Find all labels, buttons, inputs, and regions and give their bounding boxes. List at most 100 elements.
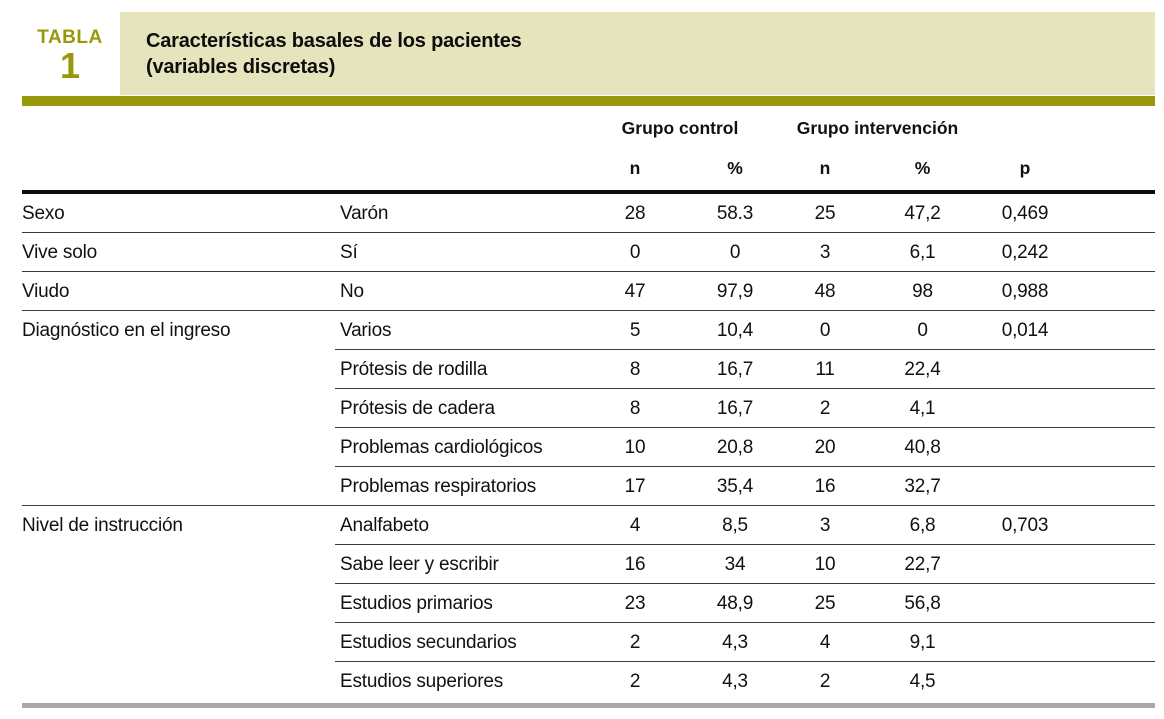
col-header-pct-intervention: % (914, 157, 931, 178)
row-separator (22, 271, 1155, 272)
cell-n-intervention: 10 (814, 553, 836, 575)
cell-pct-intervention: 98 (912, 280, 933, 302)
title-divider-bar (22, 96, 1155, 106)
cell-n-intervention: 25 (814, 592, 836, 614)
row-label: Analfabeto (340, 514, 429, 536)
cell-pct-control: 48,9 (716, 592, 754, 614)
cell-n-control: 17 (624, 475, 646, 497)
column-header-row: n % n % p (22, 148, 1155, 188)
cell-p-value: 0,242 (1001, 241, 1049, 263)
row-separator (335, 427, 1155, 428)
row-separator (335, 466, 1155, 467)
row-label: Problemas respiratorios (340, 475, 537, 497)
table-row: Sabe leer y escribir 16 34 10 22,7 (22, 545, 1155, 584)
cell-n-intervention: 25 (814, 202, 836, 224)
row-separator (335, 544, 1155, 545)
row-separator (22, 310, 1155, 311)
cell-p-value: 0,469 (1001, 202, 1049, 224)
cell-pct-intervention: 6,8 (909, 514, 936, 536)
table-row: Vive solo Sí 0 0 3 6,1 0,242 (22, 233, 1155, 272)
row-label: Sabe leer y escribir (340, 553, 499, 575)
row-label: Estudios secundarios (340, 631, 517, 653)
cell-n-intervention: 4 (819, 631, 831, 653)
table-row: Estudios primarios 23 48,9 25 56,8 (22, 584, 1155, 623)
table-header: TABLA 1 Características basales de los p… (20, 12, 1155, 95)
table-row: Sexo Varón 28 58.3 25 47,2 0,469 (22, 194, 1155, 233)
cell-n-control: 8 (629, 397, 641, 419)
cell-pct-control: 58.3 (716, 202, 754, 224)
cell-pct-control: 35,4 (716, 475, 754, 497)
cell-pct-intervention: 22,4 (904, 358, 941, 380)
cell-n-intervention: 48 (814, 280, 836, 302)
row-category: Nivel de instrucción (22, 514, 183, 536)
cell-n-control: 4 (629, 514, 641, 536)
cell-pct-control: 20,8 (716, 436, 754, 458)
row-category: Vive solo (22, 241, 97, 263)
column-group-intervention: Grupo intervención (796, 117, 959, 138)
cell-pct-intervention: 9,1 (909, 631, 936, 653)
table-row: Prótesis de rodilla 8 16,7 11 22,4 (22, 350, 1155, 389)
cell-n-control: 10 (624, 436, 646, 458)
table-title-line2: (variables discretas) (146, 55, 336, 78)
header-rule (22, 190, 1155, 194)
cell-pct-intervention: 4,1 (909, 397, 936, 419)
cell-n-control: 28 (624, 202, 646, 224)
row-label: No (340, 280, 364, 302)
cell-n-intervention: 2 (819, 397, 831, 419)
cell-n-intervention: 2 (819, 670, 831, 692)
row-label: Prótesis de cadera (340, 397, 495, 419)
cell-pct-intervention: 22,7 (904, 553, 941, 575)
table-body: Sexo Varón 28 58.3 25 47,2 0,469 Vive so… (22, 194, 1155, 701)
cell-pct-intervention: 0 (917, 319, 928, 341)
row-label: Varios (340, 319, 392, 341)
cell-n-intervention: 16 (814, 475, 836, 497)
table-row: Problemas respiratorios 17 35,4 16 32,7 (22, 467, 1155, 506)
cell-pct-control: 10,4 (716, 319, 754, 341)
row-label: Problemas cardiológicos (340, 436, 543, 458)
group-header-row: Grupo control Grupo intervención (22, 108, 1155, 148)
table-number: 1 (59, 45, 81, 87)
row-label: Prótesis de rodilla (340, 358, 488, 380)
cell-pct-control: 0 (729, 241, 741, 263)
row-category: Sexo (22, 202, 65, 224)
cell-n-control: 2 (629, 670, 641, 692)
cell-n-intervention: 3 (819, 514, 831, 536)
row-category: Viudo (22, 280, 70, 302)
cell-n-intervention: 0 (819, 319, 831, 341)
table-row: Viudo No 47 97,9 48 98 0,988 (22, 272, 1155, 311)
table-bottom-bar (22, 703, 1155, 708)
cell-p-value: 0,988 (1001, 280, 1049, 302)
cell-p-value: 0,014 (1001, 319, 1049, 341)
table-row: Problemas cardiológicos 10 20,8 20 40,8 (22, 428, 1155, 467)
row-separator (335, 622, 1155, 623)
cell-n-control: 47 (624, 280, 646, 302)
cell-pct-control: 34 (724, 553, 746, 575)
table-row: Estudios secundarios 2 4,3 4 9,1 (22, 623, 1155, 662)
cell-pct-control: 16,7 (716, 358, 754, 380)
cell-pct-control: 4,3 (722, 631, 748, 653)
cell-p-value: 0,703 (1001, 514, 1049, 536)
row-category: Diagnóstico en el ingreso (22, 319, 231, 341)
row-label: Varón (340, 202, 389, 224)
cell-pct-control: 16,7 (716, 397, 754, 419)
cell-pct-intervention: 40,8 (904, 436, 941, 458)
table-badge: TABLA 1 (20, 12, 120, 95)
cell-n-control: 5 (629, 319, 641, 341)
cell-pct-intervention: 47,2 (904, 202, 941, 224)
col-header-n-intervention: n (819, 157, 831, 178)
cell-n-control: 16 (624, 553, 646, 575)
row-separator (335, 583, 1155, 584)
cell-n-intervention: 3 (819, 241, 831, 263)
table-row: Diagnóstico en el ingreso Varios 5 10,4 … (22, 311, 1155, 350)
cell-n-intervention: 11 (815, 358, 835, 380)
table-title-box: Características basales de los pacientes… (120, 12, 1155, 95)
table-title-line1: Características basales de los pacientes (146, 29, 522, 52)
column-group-control: Grupo control (621, 117, 739, 138)
row-separator (22, 505, 1155, 506)
cell-pct-control: 8,5 (722, 514, 748, 536)
cell-pct-intervention: 6,1 (909, 241, 936, 263)
cell-pct-intervention: 56,8 (904, 592, 941, 614)
col-header-p-value: p (1019, 157, 1031, 178)
table-row: Estudios superiores 2 4,3 2 4,5 (22, 662, 1155, 701)
cell-n-control: 23 (624, 592, 646, 614)
